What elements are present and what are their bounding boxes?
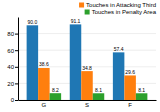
y-tick-label: 80 [7, 31, 14, 37]
bar [113, 52, 125, 100]
y-tick-label: 40 [7, 64, 14, 70]
legend-swatch [85, 10, 90, 15]
x-tick: S [85, 102, 89, 108]
bar [38, 68, 50, 100]
legend-label: Touches in Attacking Third [86, 2, 156, 8]
data-label: 29.6 [125, 69, 135, 75]
y-tick-label: 20 [7, 81, 14, 87]
y-tick-mark [15, 50, 18, 51]
data-label: 90.0 [28, 19, 38, 25]
x-tick-label: G [42, 102, 47, 108]
data-label: 38.6 [39, 61, 49, 67]
y-tick-mark [15, 100, 18, 101]
x-axis-line [19, 100, 157, 101]
y-tick: 0 [11, 97, 18, 103]
data-label: 8.1 [95, 87, 102, 93]
data-label: 57.4 [114, 46, 124, 52]
plot: 90.0 91.1 57.4 38.6 34.8 29.6 8.2 8.1 8.1 0 20 40 60… [7, 18, 156, 109]
bar [70, 24, 82, 100]
legend-item: Touches in Attacking Third [79, 2, 156, 8]
grid-line [18, 50, 156, 51]
y-tick: 20 [7, 81, 18, 87]
bar [93, 93, 105, 100]
y-tick-mark [15, 67, 18, 68]
grid [18, 34, 156, 100]
y-axis-line [18, 18, 19, 101]
bar [27, 25, 39, 100]
x-tick: F [128, 102, 132, 108]
bar-series [27, 24, 125, 100]
x-tick: G [42, 102, 47, 108]
data-label: 8.2 [52, 87, 59, 93]
x-tick-label: F [128, 102, 132, 108]
chart: 90.0 91.1 57.4 38.6 34.8 29.6 8.2 8.1 8.1 0 20 40 60… [0, 0, 160, 112]
legend-swatch [79, 3, 84, 8]
y-tick-label: 0 [11, 97, 15, 103]
data-labels: 90.0 91.1 57.4 38.6 34.8 29.6 8.2 8.1 8.1 [28, 18, 146, 93]
bars [27, 24, 148, 100]
grid-line [18, 33, 156, 34]
bar [124, 75, 136, 100]
data-label: 91.1 [71, 18, 81, 24]
bar [81, 71, 93, 100]
y-tick: 80 [7, 31, 18, 37]
x-axis: GSF [19, 101, 157, 109]
bar [136, 93, 148, 100]
legend: Touches in Attacking ThirdTouches in Pen… [79, 2, 157, 15]
legend-label: Touches in Penalty Area [92, 9, 157, 15]
data-label: 8.1 [138, 87, 145, 93]
bar-series [50, 93, 148, 100]
legend-item: Touches in Penalty Area [85, 9, 157, 15]
y-tick: 60 [7, 48, 18, 54]
y-tick-mark [15, 83, 18, 84]
bar [50, 93, 62, 100]
y-axis: 0 20 40 60 80 [7, 18, 18, 104]
bar-series [38, 68, 136, 100]
y-tick: 40 [7, 64, 18, 70]
data-label: 34.8 [82, 65, 92, 71]
y-tick-mark [15, 34, 18, 35]
y-tick-label: 60 [7, 48, 14, 54]
x-tick-label: S [85, 102, 89, 108]
